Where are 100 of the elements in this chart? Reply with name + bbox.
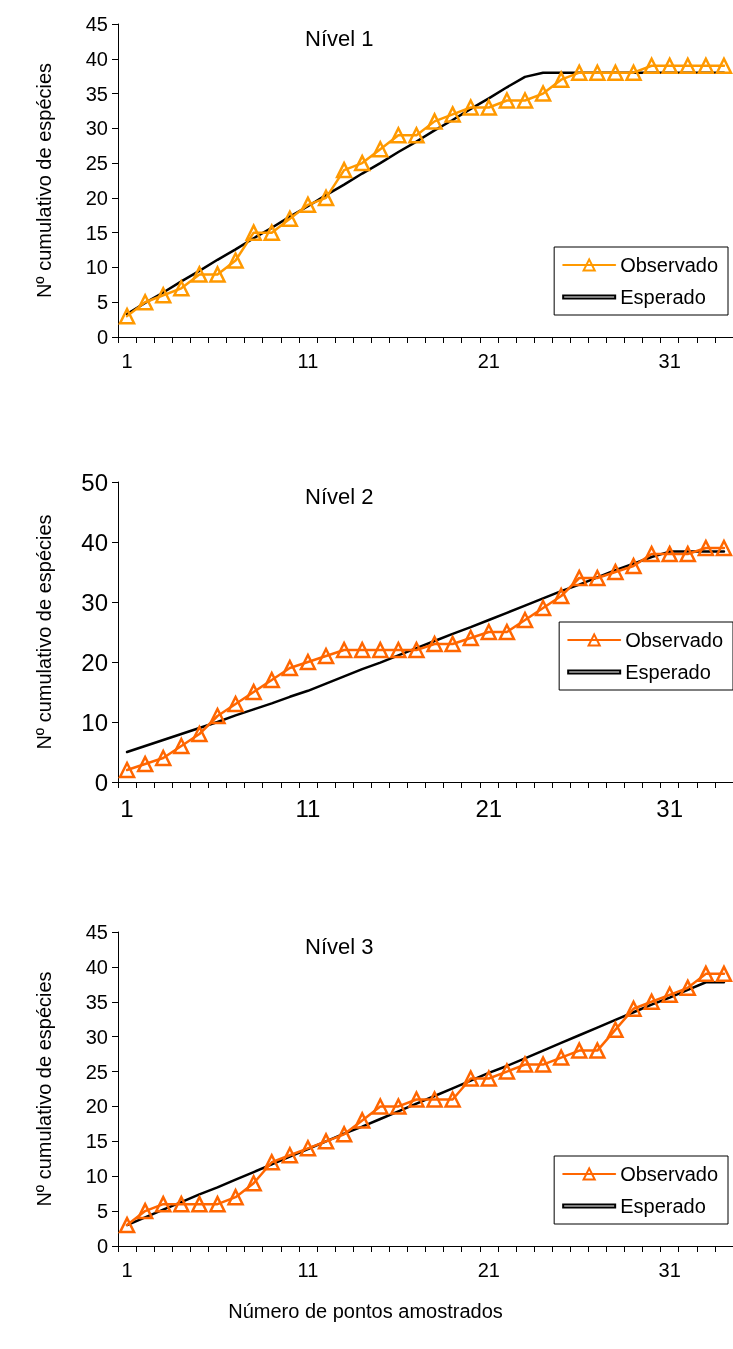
point bbox=[173, 280, 190, 297]
point bbox=[335, 1126, 353, 1143]
point bbox=[607, 563, 624, 581]
chart-title: Nível 1 bbox=[305, 25, 374, 51]
point bbox=[697, 539, 715, 557]
y-tick-label: 20 bbox=[85, 1095, 108, 1118]
y-tick-label: 30 bbox=[85, 117, 108, 140]
point bbox=[661, 545, 678, 563]
point bbox=[498, 92, 516, 109]
point bbox=[281, 210, 299, 228]
y-tick-label: 0 bbox=[96, 1235, 108, 1257]
point bbox=[281, 659, 299, 677]
x-tick-label: 31 bbox=[658, 350, 681, 372]
x-tick-label: 21 bbox=[475, 794, 503, 822]
point bbox=[335, 641, 353, 659]
point bbox=[118, 1216, 136, 1234]
point bbox=[390, 127, 407, 144]
point bbox=[209, 1195, 226, 1213]
point bbox=[643, 545, 660, 563]
point bbox=[136, 755, 154, 773]
point bbox=[480, 1070, 498, 1087]
x-tick-label: 31 bbox=[656, 794, 684, 822]
chart-title: Nível 2 bbox=[305, 483, 374, 509]
x-tick-label: 11 bbox=[297, 1259, 319, 1281]
y-axis-title: Nº cumulativo de espécies bbox=[33, 62, 55, 299]
point bbox=[571, 569, 588, 587]
point bbox=[426, 1091, 443, 1108]
point bbox=[245, 1174, 262, 1192]
y-tick-label: 25 bbox=[85, 152, 108, 175]
y-tick-label: 25 bbox=[85, 1060, 108, 1083]
point bbox=[136, 293, 154, 311]
point bbox=[136, 1202, 154, 1220]
point bbox=[607, 1021, 624, 1038]
point bbox=[154, 287, 172, 304]
point bbox=[390, 641, 407, 659]
y-tick-label: 30 bbox=[81, 588, 108, 616]
point bbox=[408, 127, 425, 144]
y-tick-label: 10 bbox=[85, 1165, 108, 1188]
y-tick-label: 5 bbox=[96, 1200, 108, 1223]
point bbox=[444, 635, 461, 653]
point bbox=[697, 57, 715, 74]
point bbox=[245, 683, 262, 701]
point bbox=[516, 92, 534, 109]
point bbox=[317, 1133, 335, 1150]
point bbox=[462, 629, 479, 647]
y-tick-label: 0 bbox=[94, 768, 108, 796]
x-tick-label: 11 bbox=[297, 350, 319, 372]
point bbox=[607, 64, 624, 81]
x-tick-label: 1 bbox=[121, 1259, 133, 1281]
legend-label: Esperado bbox=[620, 1195, 706, 1217]
y-tick-label: 45 bbox=[85, 921, 108, 943]
point bbox=[263, 1154, 280, 1171]
point bbox=[408, 641, 425, 659]
point bbox=[118, 307, 136, 325]
x-tick-label: 21 bbox=[477, 1259, 500, 1281]
point bbox=[335, 161, 353, 179]
x-tick-label: 1 bbox=[121, 350, 133, 372]
point bbox=[154, 749, 172, 767]
point bbox=[498, 1063, 516, 1080]
point bbox=[426, 635, 443, 653]
y-tick-label: 40 bbox=[85, 955, 108, 978]
x-tick-label: 31 bbox=[658, 1259, 681, 1281]
y-tick-label: 20 bbox=[81, 648, 108, 676]
point bbox=[372, 641, 389, 659]
y-tick-label: 5 bbox=[96, 291, 108, 314]
point bbox=[299, 196, 317, 214]
point bbox=[372, 1098, 389, 1115]
point bbox=[408, 1091, 425, 1108]
point bbox=[625, 557, 642, 575]
y-tick-label: 30 bbox=[85, 1025, 108, 1048]
point bbox=[589, 1042, 606, 1059]
point bbox=[534, 85, 552, 102]
y-axis-title: Nº cumulativo de espécies bbox=[33, 971, 55, 1207]
point bbox=[118, 761, 136, 779]
point bbox=[643, 993, 660, 1011]
point bbox=[534, 1056, 552, 1073]
point bbox=[516, 611, 534, 629]
point bbox=[661, 57, 678, 74]
point bbox=[173, 1195, 190, 1213]
point bbox=[498, 623, 516, 641]
point bbox=[444, 1091, 461, 1108]
point bbox=[462, 1070, 479, 1087]
point bbox=[372, 140, 389, 158]
point bbox=[317, 647, 335, 665]
point bbox=[480, 99, 498, 116]
point bbox=[353, 154, 371, 172]
point bbox=[227, 1188, 244, 1206]
point bbox=[299, 1140, 317, 1157]
point bbox=[191, 1195, 208, 1213]
legend-label: Observado bbox=[620, 254, 719, 276]
y-tick-label: 15 bbox=[85, 1130, 108, 1153]
point bbox=[534, 599, 552, 617]
y-tick-label: 35 bbox=[85, 990, 108, 1013]
x-tick-label: 11 bbox=[295, 794, 321, 822]
point bbox=[516, 1056, 534, 1073]
y-tick-label: 50 bbox=[81, 468, 108, 496]
point bbox=[571, 1042, 588, 1059]
point bbox=[154, 1195, 172, 1213]
point bbox=[625, 64, 642, 81]
point bbox=[589, 569, 606, 587]
